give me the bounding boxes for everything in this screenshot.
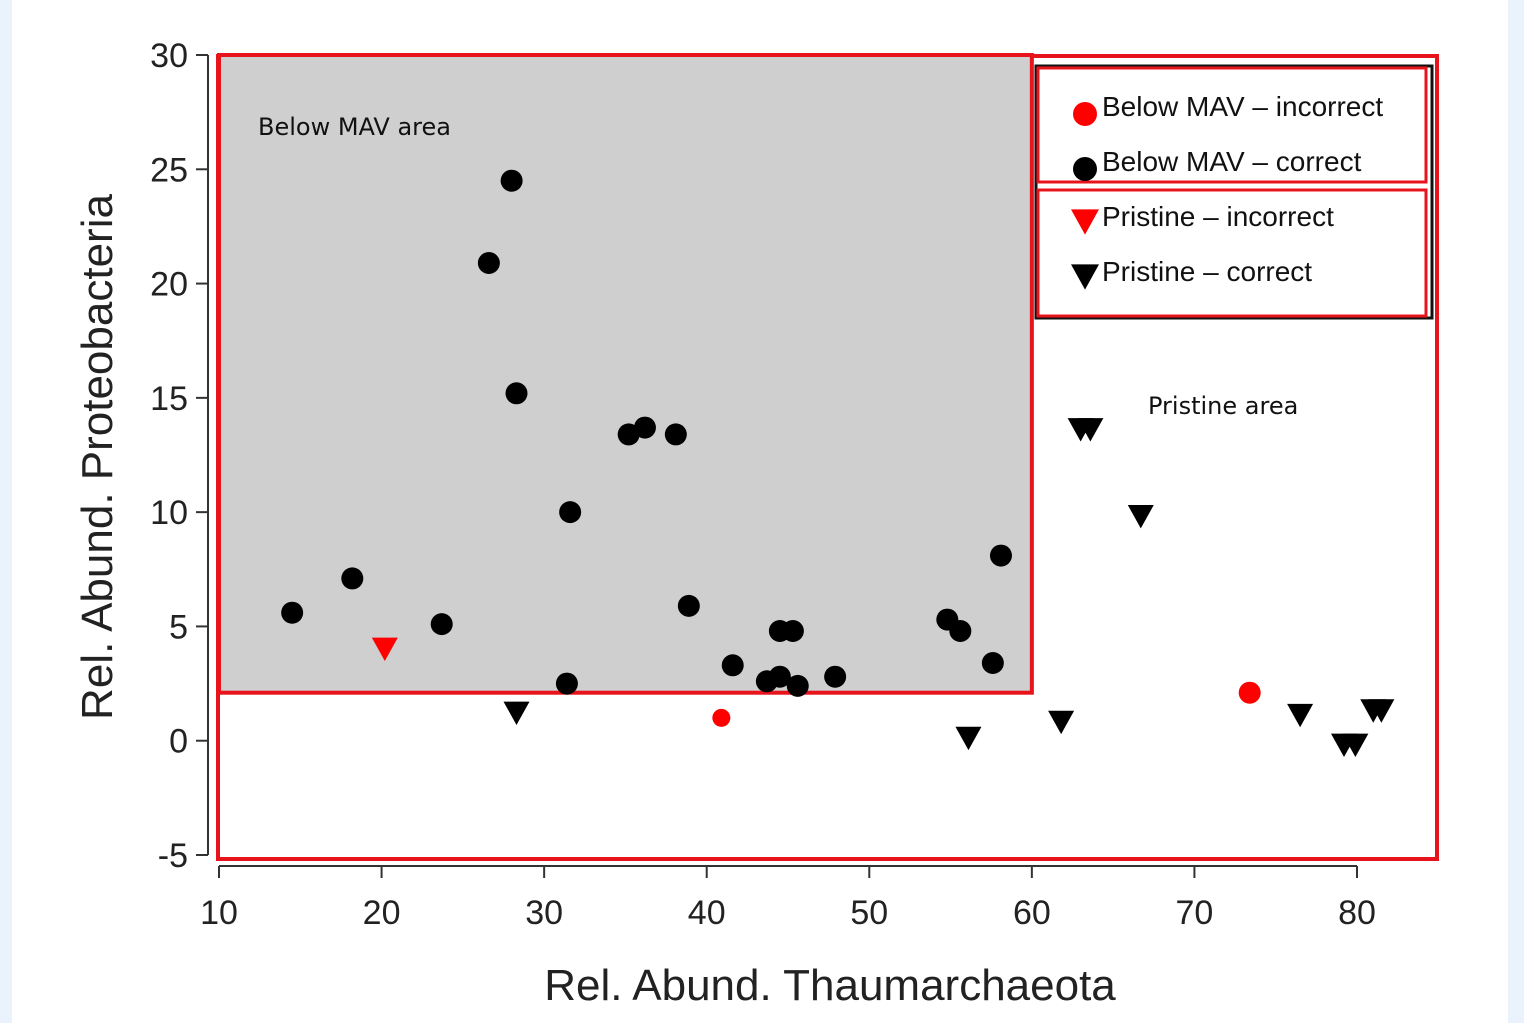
below-mav-correct-point xyxy=(633,416,656,439)
below-mav-correct-point xyxy=(430,613,453,636)
below-mav-correct-point xyxy=(341,567,364,590)
y-tick-label: 25 xyxy=(150,151,188,189)
legend-circle-marker xyxy=(1073,102,1097,126)
x-tick-label: 20 xyxy=(363,894,401,932)
x-tick-label: 60 xyxy=(1013,894,1051,932)
pristine-area-label: Pristine area xyxy=(1148,392,1298,420)
below-mav-incorrect-point xyxy=(712,708,731,727)
chart-canvas: Below MAV area Pristine area -5 0 5 10 15 20 25… xyxy=(12,0,1508,1023)
legend-circle-marker xyxy=(1073,157,1097,181)
below-mav-correct-point xyxy=(824,665,847,688)
below-mav-correct-point xyxy=(949,620,972,642)
legend-triangle-marker xyxy=(1071,264,1099,290)
legend-triangle-marker xyxy=(1071,209,1099,235)
pristine-correct-point xyxy=(1342,733,1369,757)
points-layer xyxy=(281,169,1395,757)
axes-layer: -5 0 5 10 15 20 25 30 10 20 30 40 50 60 70 80 Rel. Abund… xyxy=(73,37,1376,1010)
below-mav-correct-point xyxy=(555,672,578,695)
legend-box xyxy=(1034,64,1434,320)
pristine-correct-point xyxy=(503,701,530,725)
legend-entry-label: Pristine – incorrect xyxy=(1102,201,1334,232)
below-mav-correct-point xyxy=(559,501,582,524)
legend: Below MAV – incorrect Below MAV – correct… xyxy=(1034,64,1434,320)
below-mav-area-label: Below MAV area xyxy=(258,113,451,141)
x-tick-label: 80 xyxy=(1338,894,1376,932)
below-mav-correct-point xyxy=(500,169,523,192)
below-mav-correct-point xyxy=(786,674,809,697)
y-tick-label: 15 xyxy=(150,380,188,418)
below-mav-area xyxy=(217,53,1034,695)
y-tick-label: -5 xyxy=(158,837,188,875)
x-tick-label: 10 xyxy=(200,894,238,932)
pristine-correct-point xyxy=(1368,699,1395,723)
y-tick-label: 30 xyxy=(150,37,188,75)
y-tick-label: 10 xyxy=(150,494,188,532)
below-mav-correct-point xyxy=(781,620,804,642)
x-tick-label: 30 xyxy=(525,894,563,932)
x-tick-label: 50 xyxy=(850,894,888,932)
scatter-chart: Below MAV area Pristine area -5 0 5 10 15 20 25… xyxy=(73,37,1439,1010)
below-mav-correct-point xyxy=(281,601,304,624)
below-mav-incorrect-point xyxy=(1238,681,1261,704)
pristine-correct-point xyxy=(1287,703,1314,728)
below-mav-correct-point xyxy=(477,252,500,274)
legend-entry-label: Pristine – correct xyxy=(1102,256,1312,287)
pristine-correct-point xyxy=(1127,505,1154,529)
legend-entry-label: Below MAV – correct xyxy=(1102,146,1362,177)
y-axis-title: Rel. Abund. Proteobacteria xyxy=(73,194,122,720)
pristine-correct-point xyxy=(1048,710,1075,735)
y-tick-label: 5 xyxy=(169,608,188,646)
legend-group-pristine xyxy=(1036,188,1428,318)
legend-entry-label: Below MAV – incorrect xyxy=(1102,91,1383,122)
y-tick-label: 20 xyxy=(150,266,188,304)
below-mav-correct-point xyxy=(505,382,528,405)
legend-group-below-mav xyxy=(1036,66,1428,184)
x-tick-label: 40 xyxy=(688,894,726,932)
x-axis-title: Rel. Abund. Thaumarchaeota xyxy=(544,961,1116,1010)
below-mav-correct-point xyxy=(989,544,1012,567)
y-tick-label: 0 xyxy=(169,723,188,761)
below-mav-correct-point xyxy=(768,665,791,688)
pristine-correct-point xyxy=(1077,418,1104,442)
below-mav-correct-point xyxy=(677,594,700,617)
below-mav-correct-point xyxy=(981,652,1004,674)
below-mav-correct-point xyxy=(721,654,744,677)
pristine-incorrect-point xyxy=(371,637,398,661)
below-mav-correct-point xyxy=(664,423,687,446)
pristine-correct-point xyxy=(955,726,982,751)
x-tick-label: 70 xyxy=(1176,894,1214,932)
